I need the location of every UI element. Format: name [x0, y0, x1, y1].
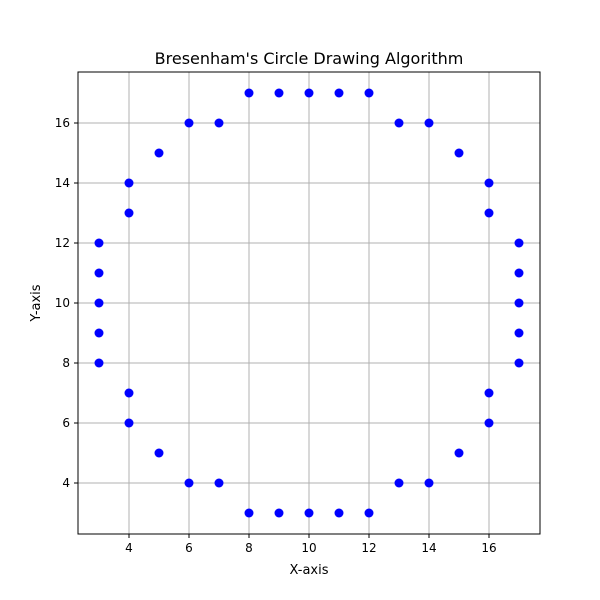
data-point [364, 88, 374, 98]
data-point [274, 88, 284, 98]
data-point [274, 508, 284, 518]
x-tick-label: 6 [185, 541, 193, 555]
data-point [124, 418, 134, 428]
data-point [364, 508, 374, 518]
x-axis-label: X-axis [290, 563, 329, 578]
y-tick-label: 12 [55, 236, 70, 250]
data-point [514, 358, 524, 368]
data-point [484, 388, 494, 398]
chart-title: Bresenham's Circle Drawing Algorithm [155, 49, 464, 68]
x-tick-label: 10 [301, 541, 316, 555]
data-point [424, 118, 434, 128]
data-point [304, 508, 314, 518]
data-point [394, 478, 404, 488]
y-tick-label: 10 [55, 296, 70, 310]
data-point [94, 298, 104, 308]
x-tick-label: 14 [421, 541, 436, 555]
data-point [244, 508, 254, 518]
grid-lines [78, 72, 540, 534]
data-point [514, 268, 524, 278]
data-point [334, 508, 344, 518]
x-tick-label: 4 [125, 541, 133, 555]
data-point [514, 298, 524, 308]
data-point [124, 388, 134, 398]
data-point [304, 88, 314, 98]
x-tick-label: 8 [245, 541, 253, 555]
data-point [154, 448, 164, 458]
y-tick-label: 6 [62, 416, 70, 430]
data-point [124, 208, 134, 218]
x-tick-label: 16 [481, 541, 496, 555]
data-point [184, 118, 194, 128]
data-point [394, 118, 404, 128]
data-point [94, 238, 104, 248]
data-point [154, 148, 164, 158]
axis-ticks: 4 6 8 10 12 14 16 4 6 8 10 12 14 16 [55, 116, 497, 555]
data-point [184, 478, 194, 488]
data-point [214, 478, 224, 488]
data-point [424, 478, 434, 488]
data-point [94, 358, 104, 368]
data-point [514, 238, 524, 248]
y-axis-label: Y-axis [29, 284, 44, 322]
data-points [94, 88, 524, 518]
data-point [484, 418, 494, 428]
y-tick-label: 16 [55, 116, 70, 130]
y-tick-label: 4 [62, 476, 70, 490]
y-tick-label: 8 [62, 356, 70, 370]
x-tick-label: 12 [361, 541, 376, 555]
data-point [244, 88, 254, 98]
data-point [94, 268, 104, 278]
data-point [514, 328, 524, 338]
data-point [214, 118, 224, 128]
data-point [454, 148, 464, 158]
y-tick-label: 14 [55, 176, 70, 190]
data-point [484, 208, 494, 218]
data-point [484, 178, 494, 188]
data-point [124, 178, 134, 188]
data-point [94, 328, 104, 338]
data-point [454, 448, 464, 458]
data-point [334, 88, 344, 98]
